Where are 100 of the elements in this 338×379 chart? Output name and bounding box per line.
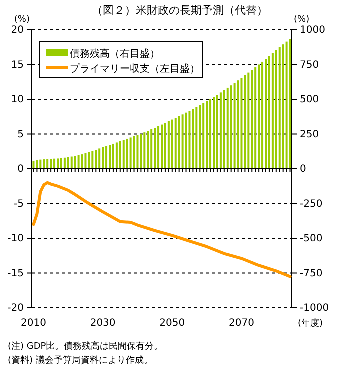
bar [81, 154, 84, 169]
bar [136, 135, 139, 169]
bar [150, 130, 153, 169]
bar [122, 140, 125, 169]
bar [192, 109, 194, 169]
y2-tick-label: -750 [300, 268, 323, 280]
bar [265, 59, 267, 169]
bar [98, 148, 101, 169]
bar [237, 80, 240, 169]
x-tick-label: 2070 [229, 318, 254, 329]
bar [154, 128, 156, 169]
bar [54, 158, 56, 169]
y-tick-label: 20 [11, 25, 24, 36]
bar [275, 50, 278, 169]
bar [40, 160, 42, 169]
bar [182, 114, 184, 169]
bar [216, 95, 218, 169]
y-axis-title: (%) [14, 15, 30, 25]
bar [278, 48, 281, 169]
bar [147, 131, 150, 169]
bar [206, 101, 208, 169]
bar [106, 146, 108, 169]
bar [213, 97, 215, 169]
y2-tick-label: 1000 [300, 25, 326, 36]
y2-axis-title: (%) [294, 15, 310, 25]
bar [240, 78, 243, 169]
bar [109, 145, 111, 169]
bar [43, 160, 46, 169]
x-tick-label: 2050 [160, 318, 186, 329]
y-tick-label: -5 [14, 198, 24, 210]
bar [88, 152, 90, 169]
bar [286, 42, 288, 169]
bar [92, 151, 94, 169]
y2-tick-label: -1000 [300, 303, 330, 314]
bar [112, 144, 114, 169]
bar [188, 111, 191, 169]
bar [126, 138, 128, 169]
y2-tick-label: 500 [300, 94, 320, 106]
bar [272, 53, 274, 169]
bar [50, 158, 52, 169]
bar [67, 157, 70, 169]
y-tick-label: -10 [8, 234, 24, 245]
y2-tick-label: 750 [300, 60, 320, 71]
y2-tick-label: -500 [300, 234, 323, 245]
bar [230, 86, 232, 169]
bar [46, 159, 49, 169]
bar [84, 153, 87, 169]
bar [268, 56, 270, 169]
chart-title: （図２）米財政の長期予測（代替） [92, 4, 268, 17]
bar [102, 147, 104, 169]
text: (資料) 議会予算局資料により作成。 [8, 355, 153, 366]
y-tick-label: 10 [11, 94, 24, 106]
bar [171, 120, 174, 169]
bar [244, 75, 246, 169]
bar [60, 158, 62, 169]
bar [202, 103, 205, 169]
bar [251, 70, 254, 169]
y2-tick-label: 0 [300, 164, 306, 176]
bar [234, 83, 236, 169]
legend-label: 債務残高（右目盛） [70, 48, 160, 60]
bar [164, 123, 166, 169]
y-tick-label: -20 [8, 303, 24, 314]
line-series [32, 181, 292, 278]
bar [226, 88, 229, 169]
bar [220, 92, 222, 169]
bar [262, 62, 264, 169]
bar [210, 100, 212, 169]
bar [32, 161, 35, 169]
bar [144, 132, 146, 169]
legend-label: プライマリー収支（左目盛） [70, 63, 200, 75]
bar [133, 136, 136, 169]
bar [78, 155, 80, 169]
y-tick-label: 5 [18, 129, 24, 140]
x-tick-label: 2030 [90, 318, 116, 329]
bar [258, 64, 260, 169]
bar [74, 156, 76, 169]
y2-tick-label: 250 [300, 129, 320, 140]
bar [282, 44, 284, 169]
bar [248, 72, 250, 169]
bar [178, 116, 180, 169]
y-tick-label: -15 [8, 268, 24, 280]
bar [196, 107, 198, 169]
x-tick-label: 2010 [21, 318, 46, 329]
y-tick-label: 15 [11, 60, 24, 71]
bar [95, 150, 98, 169]
bar [199, 105, 202, 169]
bar [57, 158, 59, 169]
bar [130, 138, 132, 169]
bar [161, 124, 163, 169]
bar [119, 141, 122, 169]
bar [223, 90, 226, 169]
bar [185, 112, 188, 169]
y2-tick-label: -250 [300, 198, 323, 210]
bar [289, 39, 292, 169]
y-tick-label: 0 [18, 164, 24, 176]
x-axis-title: (年度) [298, 318, 324, 329]
bar [116, 142, 118, 169]
bar [70, 156, 73, 169]
bar [254, 68, 257, 169]
bar [168, 121, 170, 169]
